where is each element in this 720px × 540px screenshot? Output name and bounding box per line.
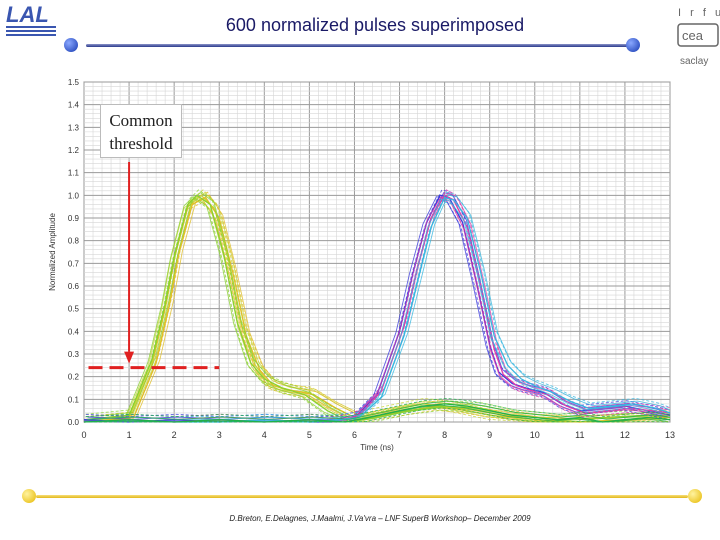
series-line-2	[83, 198, 669, 423]
y-tick-label: 0.9	[68, 214, 80, 223]
x-tick-label: 10	[530, 430, 540, 440]
y-tick-label: 0.0	[68, 418, 80, 427]
x-tick-label: 5	[307, 430, 312, 440]
y-tick-label: 0.3	[68, 350, 80, 359]
y-axis-label: Normalized Amplitude	[48, 213, 57, 291]
x-tick-label: 12	[620, 430, 630, 440]
bottom-right-dot	[688, 489, 702, 503]
x-tick-label: 0	[81, 430, 86, 440]
x-tick-label: 1	[127, 430, 132, 440]
series-line-6	[84, 407, 669, 423]
svg-text:LAL: LAL	[6, 2, 49, 27]
series-line-5	[85, 191, 671, 418]
x-tick-label: 8	[442, 430, 447, 440]
x-tick-label: 7	[397, 430, 402, 440]
y-tick-label: 0.2	[68, 373, 80, 382]
svg-text:cea: cea	[682, 28, 704, 43]
irfu-cea-saclay-logo: I r f u cea saclay	[676, 2, 720, 70]
footer-credit: D.Breton, E.Delagnes, J.Maalmi, J.Va'vra…	[229, 514, 531, 523]
y-tick-label: 0.4	[68, 327, 80, 336]
x-tick-label: 6	[352, 430, 357, 440]
top-right-dot	[626, 38, 640, 52]
bottom-divider	[36, 495, 688, 498]
series-line-3	[84, 198, 669, 423]
series-line-6	[87, 400, 671, 420]
top-left-dot	[64, 38, 78, 52]
threshold-arrow-head	[124, 351, 135, 364]
y-tick-label: 1.2	[68, 146, 80, 155]
y-tick-label: 1.1	[68, 169, 80, 178]
series-line-5	[84, 201, 669, 423]
lal-logo: LAL	[6, 2, 56, 36]
series-line-5	[83, 196, 671, 423]
y-tick-label: 0.1	[68, 395, 80, 404]
x-axis-label: Time (ns)	[360, 443, 394, 452]
series-line-1	[87, 194, 671, 420]
threshold-label: Common threshold	[100, 104, 182, 158]
y-tick-label: 1.4	[68, 101, 80, 110]
series-line-2	[85, 189, 671, 418]
slide-title: 600 normalized pulses superimposed	[225, 15, 525, 35]
x-tick-label: 2	[172, 430, 177, 440]
y-tick-label: 0.5	[68, 305, 80, 314]
series-line-6	[85, 397, 671, 418]
x-tick-label: 9	[487, 430, 492, 440]
series-line-6	[83, 403, 671, 423]
x-tick-label: 13	[665, 430, 675, 440]
threshold-label-line1: Common	[109, 111, 173, 130]
x-tick-label: 4	[262, 430, 267, 440]
irfu-logo-text: I r f u	[678, 7, 720, 19]
top-divider	[86, 44, 634, 47]
y-tick-label: 0.7	[68, 259, 80, 268]
x-tick-label: 3	[217, 430, 222, 440]
y-tick-label: 1.5	[68, 78, 80, 87]
y-tick-label: 0.8	[68, 237, 80, 246]
series-line-0	[85, 189, 671, 418]
series-line-5	[87, 194, 671, 420]
series-line-1	[85, 191, 671, 418]
y-tick-label: 1.3	[68, 123, 80, 132]
svg-text:saclay: saclay	[680, 56, 708, 67]
bottom-left-dot	[22, 489, 36, 503]
x-tick-label: 11	[575, 430, 584, 440]
series-line-6	[83, 404, 667, 423]
y-tick-label: 0.6	[68, 282, 80, 291]
y-tick-label: 1.0	[68, 191, 80, 200]
threshold-label-line2: threshold	[109, 134, 173, 153]
